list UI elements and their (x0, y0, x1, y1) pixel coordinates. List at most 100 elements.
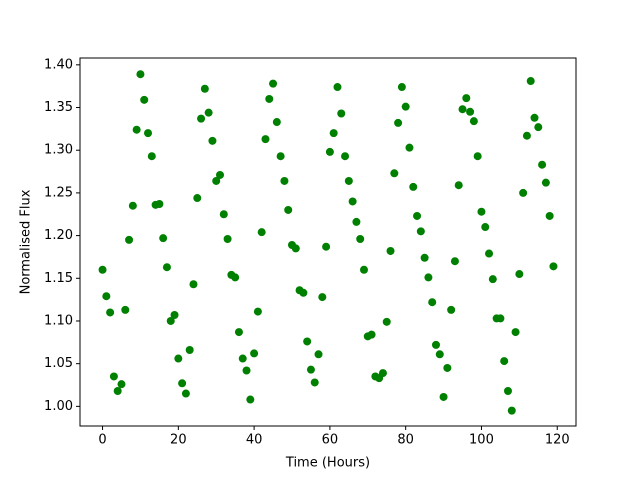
data-point (265, 94, 274, 103)
x-tick-label: 80 (397, 433, 414, 448)
data-point (538, 160, 547, 169)
data-point (113, 386, 122, 395)
data-point (280, 176, 289, 185)
data-point (496, 314, 505, 323)
data-point (303, 337, 312, 346)
data-point (333, 83, 342, 92)
data-point (443, 363, 452, 372)
data-point (166, 316, 175, 325)
data-point (511, 328, 520, 337)
data-point (344, 176, 353, 185)
data-point (132, 125, 141, 134)
y-tick-label: 1.25 (44, 185, 73, 200)
data-point (136, 70, 145, 79)
y-tick-label: 1.40 (44, 57, 73, 72)
data-point (269, 79, 278, 88)
data-point (503, 386, 512, 395)
x-tick-label: 100 (469, 433, 494, 448)
data-point (276, 152, 285, 161)
data-point (382, 317, 391, 326)
data-point (477, 207, 486, 216)
data-point (416, 227, 425, 236)
x-tick-label: 0 (98, 433, 106, 448)
data-point (488, 275, 497, 284)
data-point (352, 217, 361, 226)
data-point (128, 201, 137, 210)
data-point (348, 197, 357, 206)
data-point (481, 223, 490, 232)
x-tick-label: 20 (170, 433, 187, 448)
data-point (272, 118, 281, 127)
data-point (485, 249, 494, 258)
x-tick-label: 60 (322, 433, 339, 448)
data-point (359, 265, 368, 274)
data-point (314, 350, 323, 359)
data-point (162, 263, 171, 272)
data-point (473, 152, 482, 161)
y-tick-label: 1.15 (44, 271, 73, 286)
data-point (515, 270, 524, 279)
data-point (159, 234, 168, 243)
y-axis-label: Normalised Flux (19, 189, 34, 294)
data-point (242, 366, 251, 375)
data-point (367, 330, 376, 339)
data-point (234, 328, 243, 337)
data-point (155, 200, 164, 209)
data-point (447, 305, 456, 314)
data-point (174, 354, 183, 363)
data-point (413, 211, 422, 220)
data-point (325, 147, 334, 156)
data-point (200, 84, 209, 93)
data-point (208, 136, 217, 145)
data-point (189, 280, 198, 289)
data-point (185, 346, 194, 355)
data-point (424, 273, 433, 282)
data-point (337, 109, 346, 118)
data-point (458, 105, 467, 114)
y-tick-label: 1.35 (44, 100, 73, 115)
data-point (549, 262, 558, 271)
data-point (435, 350, 444, 359)
data-point (246, 395, 255, 404)
data-point (450, 257, 459, 266)
data-point (102, 292, 111, 301)
data-point (147, 152, 156, 161)
x-axis-label: Time (Hours) (285, 456, 370, 471)
data-point (216, 170, 225, 179)
data-point (500, 357, 509, 366)
y-tick-label: 1.20 (44, 228, 73, 243)
data-point (212, 176, 221, 185)
data-point (140, 95, 149, 104)
data-point (223, 235, 232, 244)
data-point (318, 293, 327, 302)
data-point (428, 298, 437, 307)
data-point (257, 228, 266, 237)
data-point (250, 349, 259, 358)
data-point (534, 123, 543, 132)
plot-frame (79, 57, 577, 427)
data-point (356, 235, 365, 244)
data-point (519, 188, 528, 197)
data-point (238, 354, 247, 363)
data-point (329, 129, 338, 138)
x-tick-label: 120 (545, 433, 570, 448)
data-point (306, 365, 315, 374)
data-point (386, 246, 395, 255)
data-point (181, 389, 190, 398)
data-point (310, 378, 319, 387)
data-point (341, 152, 350, 161)
y-tick-label: 1.30 (44, 143, 73, 158)
data-point (322, 242, 331, 251)
data-point (522, 131, 531, 140)
data-point (378, 369, 387, 378)
data-point (106, 308, 115, 317)
data-point (193, 194, 202, 203)
data-point (117, 380, 126, 389)
x-tick-label: 40 (246, 433, 263, 448)
data-point (397, 83, 406, 92)
data-point (121, 305, 130, 314)
data-point (530, 113, 539, 122)
data-point (466, 107, 475, 116)
data-point (507, 406, 516, 415)
